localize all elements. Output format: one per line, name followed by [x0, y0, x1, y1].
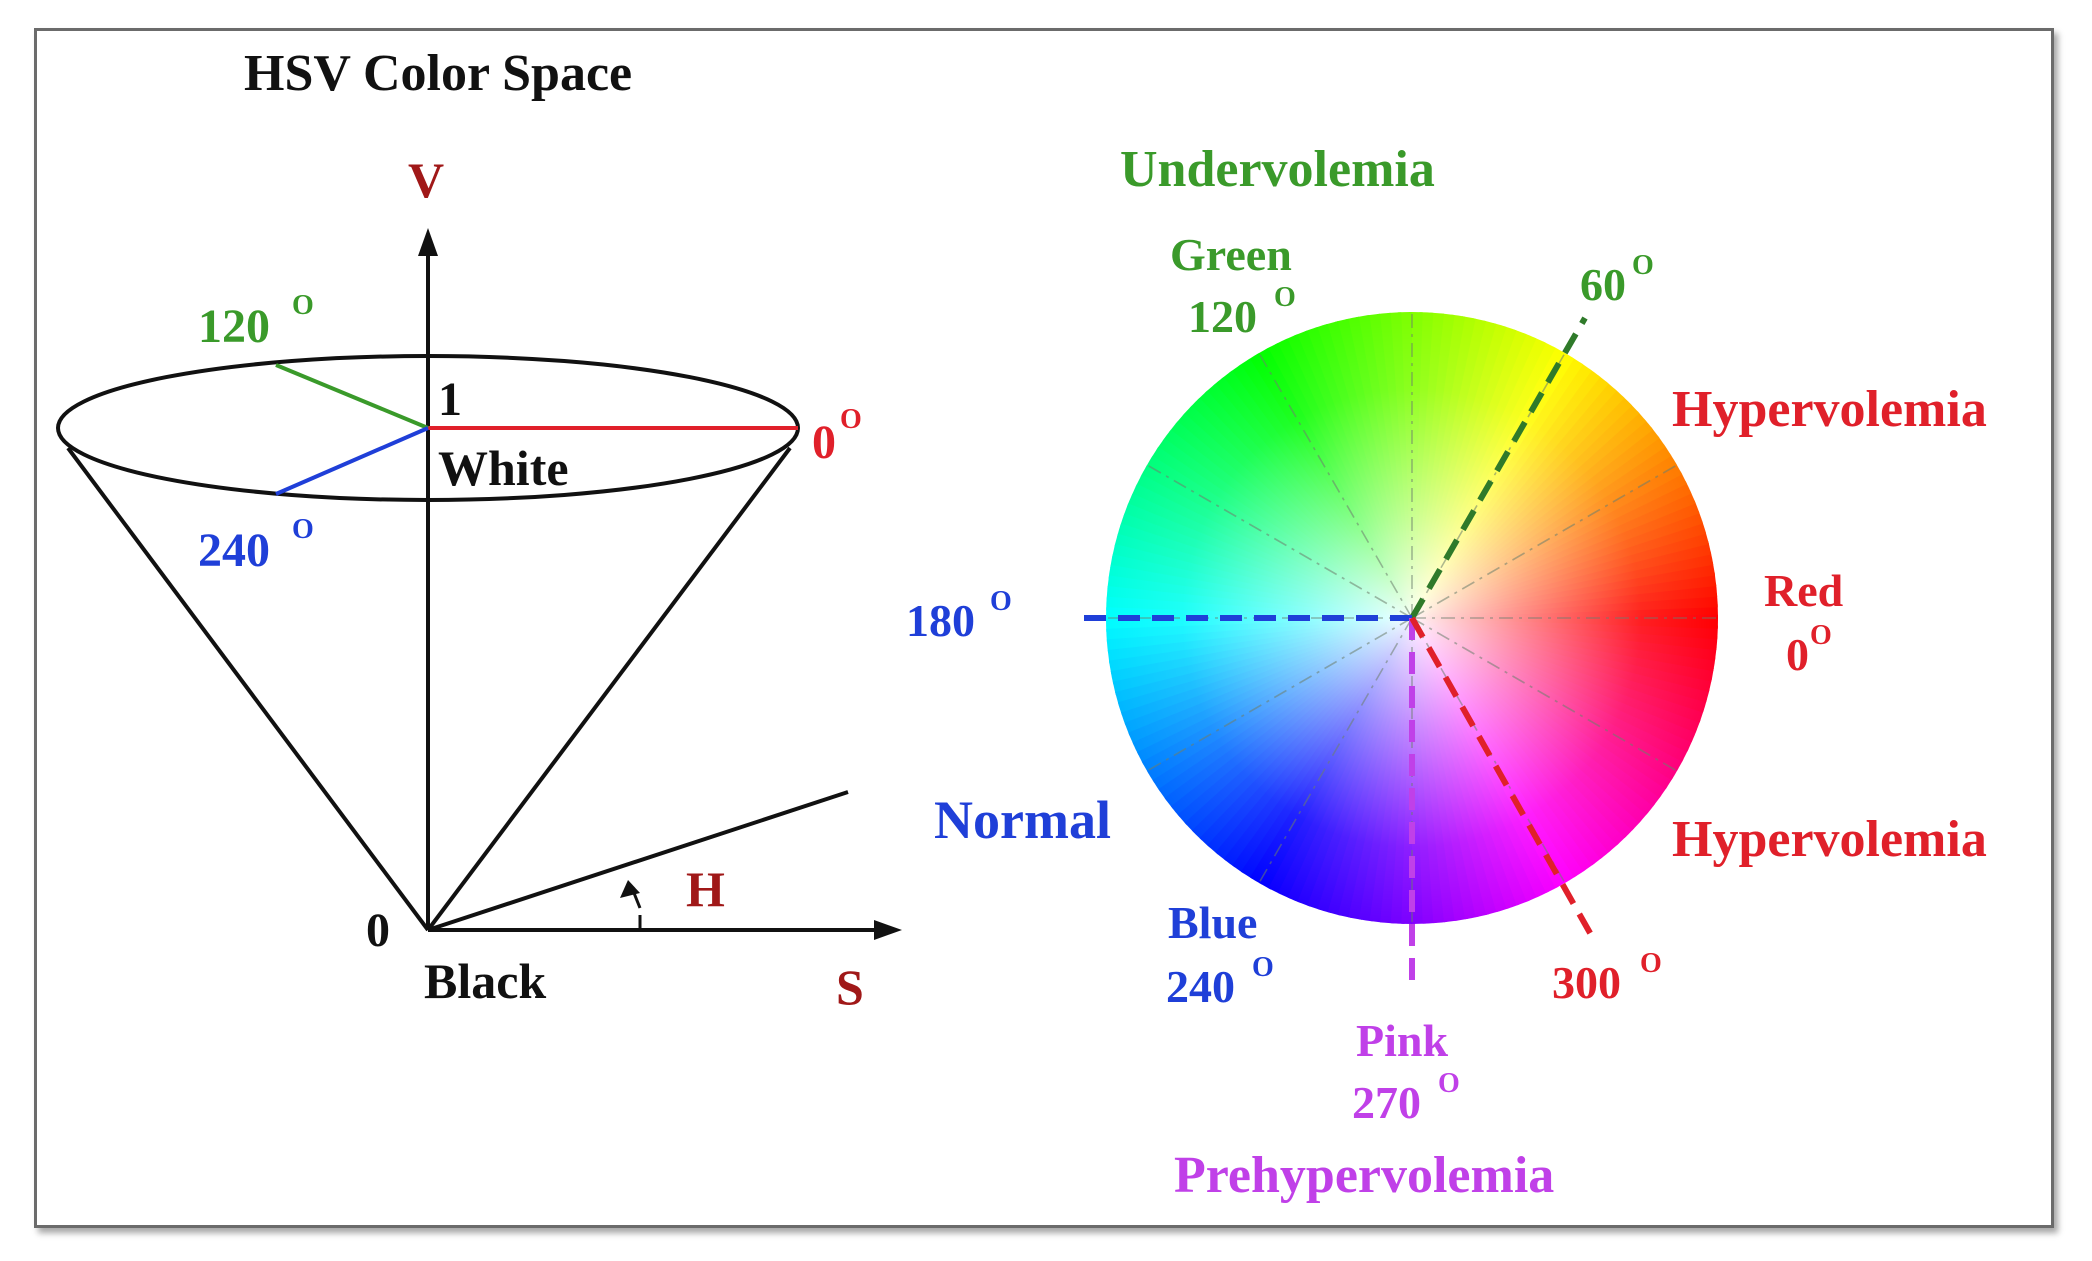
pink-name-label: Pink — [1356, 1015, 1448, 1066]
undervolemia-label: Undervolemia — [1120, 141, 1435, 198]
wheel-division-line — [1411, 457, 1690, 619]
normal-label: Normal — [934, 790, 1111, 850]
angle-300-degree: O — [1640, 948, 1662, 979]
blue-name-label: Blue — [1168, 897, 1257, 948]
s-axis-label: S — [836, 959, 864, 1015]
hue-wheel — [1106, 312, 1718, 924]
angle-60-dashed-line — [1409, 316, 1588, 620]
bottom-name-label: Black — [424, 953, 546, 1009]
hue-120-line — [275, 363, 429, 430]
angle-300-label: 300 — [1552, 957, 1621, 1008]
angle-60-degree: O — [1632, 250, 1654, 281]
angle-120-label: 120 — [198, 300, 270, 353]
hsv-cone: HSV Color Space V S H 1 White 0 Black 12… — [56, 45, 902, 1015]
angle-240-label: 240 — [198, 524, 270, 577]
cone-left-edge — [66, 446, 430, 932]
angle-0-label: 0 — [812, 416, 836, 469]
h-label: H — [686, 861, 725, 917]
angle-300-dashed-line — [1409, 616, 1597, 942]
wheel-division-line — [1134, 457, 1413, 619]
green-name-label: Green — [1170, 229, 1292, 280]
angle-0-degree: O — [840, 404, 862, 435]
angle-240-degree: O — [292, 514, 314, 545]
angle-180-label: 180 — [906, 595, 975, 646]
red-angle-label: 0 — [1786, 629, 1809, 680]
cone-title: HSV Color Space — [244, 45, 632, 102]
cone-right-edge — [426, 446, 792, 932]
blue-angle-degree: O — [1252, 952, 1274, 983]
hue-240-line — [275, 426, 429, 496]
v-axis-arrow-icon — [418, 228, 438, 256]
h-angle-arrow-icon — [620, 880, 640, 898]
wheel-division-line — [1411, 340, 1573, 619]
bottom-value-label: 0 — [366, 904, 390, 957]
green-angle-label: 120 — [1188, 291, 1257, 342]
wheel-division-line — [1134, 617, 1413, 779]
wheel-division-line — [1251, 617, 1413, 896]
pink-angle-label: 270 — [1352, 1077, 1421, 1128]
hypervolemia-top-label: Hypervolemia — [1672, 381, 1987, 438]
hypervolemia-bottom-label: Hypervolemia — [1672, 811, 1987, 868]
blue-angle-label: 240 — [1166, 961, 1235, 1012]
top-name-label: White — [438, 440, 569, 496]
red-name-label: Red — [1764, 565, 1844, 616]
wheel-division-line — [1411, 617, 1573, 896]
red-angle-degree: O — [1810, 620, 1832, 651]
green-angle-degree: O — [1274, 282, 1296, 313]
wheel-division-line — [1411, 617, 1690, 779]
color-wheel-diagram: Undervolemia Green 120 O 60 O Hypervolem… — [906, 141, 1987, 1204]
wheel-division-line — [1251, 340, 1413, 619]
angle-180-degree: O — [990, 586, 1012, 617]
top-value-label: 1 — [438, 373, 462, 426]
angle-120-degree: O — [292, 290, 314, 321]
pink-angle-degree: O — [1438, 1068, 1460, 1099]
prehypervolemia-label: Prehypervolemia — [1174, 1147, 1554, 1204]
angle-60-label: 60 — [1580, 259, 1626, 310]
h-ray — [427, 790, 849, 932]
v-axis-label: V — [408, 152, 444, 208]
s-axis-arrow-icon — [874, 920, 902, 940]
